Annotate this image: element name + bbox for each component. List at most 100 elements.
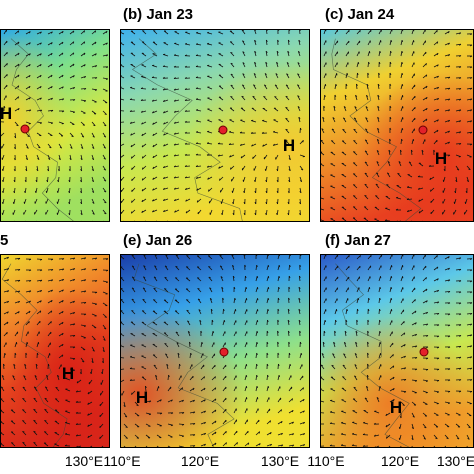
- wind-vector: [288, 444, 294, 447]
- wind-vector: [444, 130, 450, 134]
- wind-vector-head: [302, 387, 304, 390]
- wind-vector-head: [400, 149, 402, 152]
- wind-vector-head: [73, 289, 75, 292]
- wind-vector-head: [288, 169, 291, 172]
- wind-vector-head: [230, 96, 233, 98]
- wind-vector: [130, 132, 136, 136]
- panel-label-f: (f) Jan 27: [325, 232, 391, 249]
- wind-vector-head: [468, 426, 471, 429]
- wind-vector-head: [125, 426, 128, 428]
- wind-vector: [411, 62, 415, 68]
- wind-vector-head: [470, 291, 473, 294]
- wind-vector: [288, 421, 294, 425]
- wind-vector: [389, 365, 395, 370]
- wind-vector-head: [206, 165, 209, 168]
- panel-label-e: (e) Jan 26: [123, 232, 193, 249]
- wind-vector-head: [334, 330, 337, 333]
- wind-vector: [273, 107, 279, 112]
- wind-vector-head: [236, 442, 238, 445]
- wind-vector-head: [278, 275, 280, 279]
- wind-vector: [209, 209, 213, 215]
- wind-vector: [266, 443, 272, 447]
- wind-vector-head: [173, 65, 176, 68]
- wind-vector-head: [256, 374, 258, 378]
- wind-vector: [244, 375, 247, 381]
- wind-vector-head: [398, 437, 401, 440]
- wind-vector-head: [39, 86, 42, 89]
- wind-vector-head: [437, 301, 440, 304]
- wind-vector-head: [426, 323, 429, 326]
- wind-vector-head: [28, 75, 31, 78]
- wind-vector-head: [50, 63, 53, 67]
- wind-vector-head: [204, 421, 206, 424]
- wind-vector-head: [357, 72, 359, 75]
- wind-vector-head: [455, 180, 458, 183]
- wind-vector-head: [277, 308, 280, 311]
- wind-vector-head: [13, 363, 16, 366]
- wind-vector: [344, 95, 347, 101]
- wind-vector-head: [61, 311, 64, 314]
- wind-vector-head: [322, 116, 325, 119]
- wind-vector: [174, 99, 180, 102]
- wind-vector-head: [33, 408, 36, 411]
- wind-vector-head: [91, 158, 94, 161]
- wind-vector: [433, 423, 439, 428]
- wind-vector-head: [64, 444, 67, 447]
- wind-vector-head: [61, 289, 64, 292]
- wind-vector-head: [209, 297, 213, 300]
- wind-vector-head: [61, 300, 64, 303]
- wind-vector-head: [354, 353, 357, 355]
- wind-vector-head: [69, 158, 72, 161]
- wind-vector: [174, 132, 180, 135]
- wind-vector: [287, 51, 290, 57]
- wind-vector: [386, 184, 391, 189]
- wind-vector-head: [448, 368, 451, 371]
- wind-vector-head: [385, 425, 388, 428]
- wind-vector: [197, 298, 202, 304]
- wind-vector-head: [91, 361, 94, 364]
- wind-vector-head: [254, 213, 257, 216]
- wind-vector-head: [389, 94, 392, 97]
- wind-vector-head: [459, 109, 462, 112]
- wind-vector-head: [22, 441, 25, 444]
- wind-vector: [454, 198, 457, 204]
- wind-vector-head: [353, 151, 356, 153]
- wind-vector: [233, 386, 237, 392]
- wind-vector-head: [84, 257, 87, 260]
- wind-vector: [211, 331, 214, 337]
- wind-vector: [218, 63, 224, 68]
- high-pressure-label-d: H: [61, 364, 75, 383]
- wind-vector-head: [92, 191, 95, 193]
- wind-vector-head: [377, 105, 380, 108]
- wind-vector-head: [389, 61, 392, 64]
- wind-vector: [154, 265, 158, 271]
- wind-vector: [163, 54, 169, 57]
- wind-vector-head: [136, 437, 139, 439]
- wind-vector-head: [379, 330, 381, 334]
- wind-vector: [277, 287, 280, 293]
- wind-vector: [378, 353, 381, 359]
- wind-vector-head: [181, 387, 184, 390]
- wind-vector-head: [22, 409, 25, 411]
- wind-vector: [288, 176, 291, 182]
- wind-vector-head: [73, 87, 76, 90]
- wind-vector-head: [459, 120, 462, 123]
- wind-vector: [163, 310, 169, 315]
- wind-vector: [123, 412, 128, 418]
- wind-vector-head: [448, 76, 451, 79]
- wind-vector-head: [175, 331, 178, 334]
- wind-vector: [241, 84, 246, 90]
- wind-vector-head: [276, 61, 279, 64]
- wind-vector-head: [50, 321, 52, 324]
- wind-vector-head: [65, 421, 68, 423]
- wind-vector: [241, 95, 246, 101]
- wind-vector: [418, 187, 424, 190]
- wind-vector-head: [241, 29, 244, 32]
- wind-vector-head: [7, 290, 10, 293]
- wind-vector: [69, 63, 75, 68]
- wind-vector-head: [243, 213, 246, 216]
- wind-vector-head: [186, 309, 189, 312]
- wind-vector-head: [267, 308, 269, 312]
- wind-vector-head: [201, 341, 203, 345]
- wind-vector-head: [72, 52, 75, 55]
